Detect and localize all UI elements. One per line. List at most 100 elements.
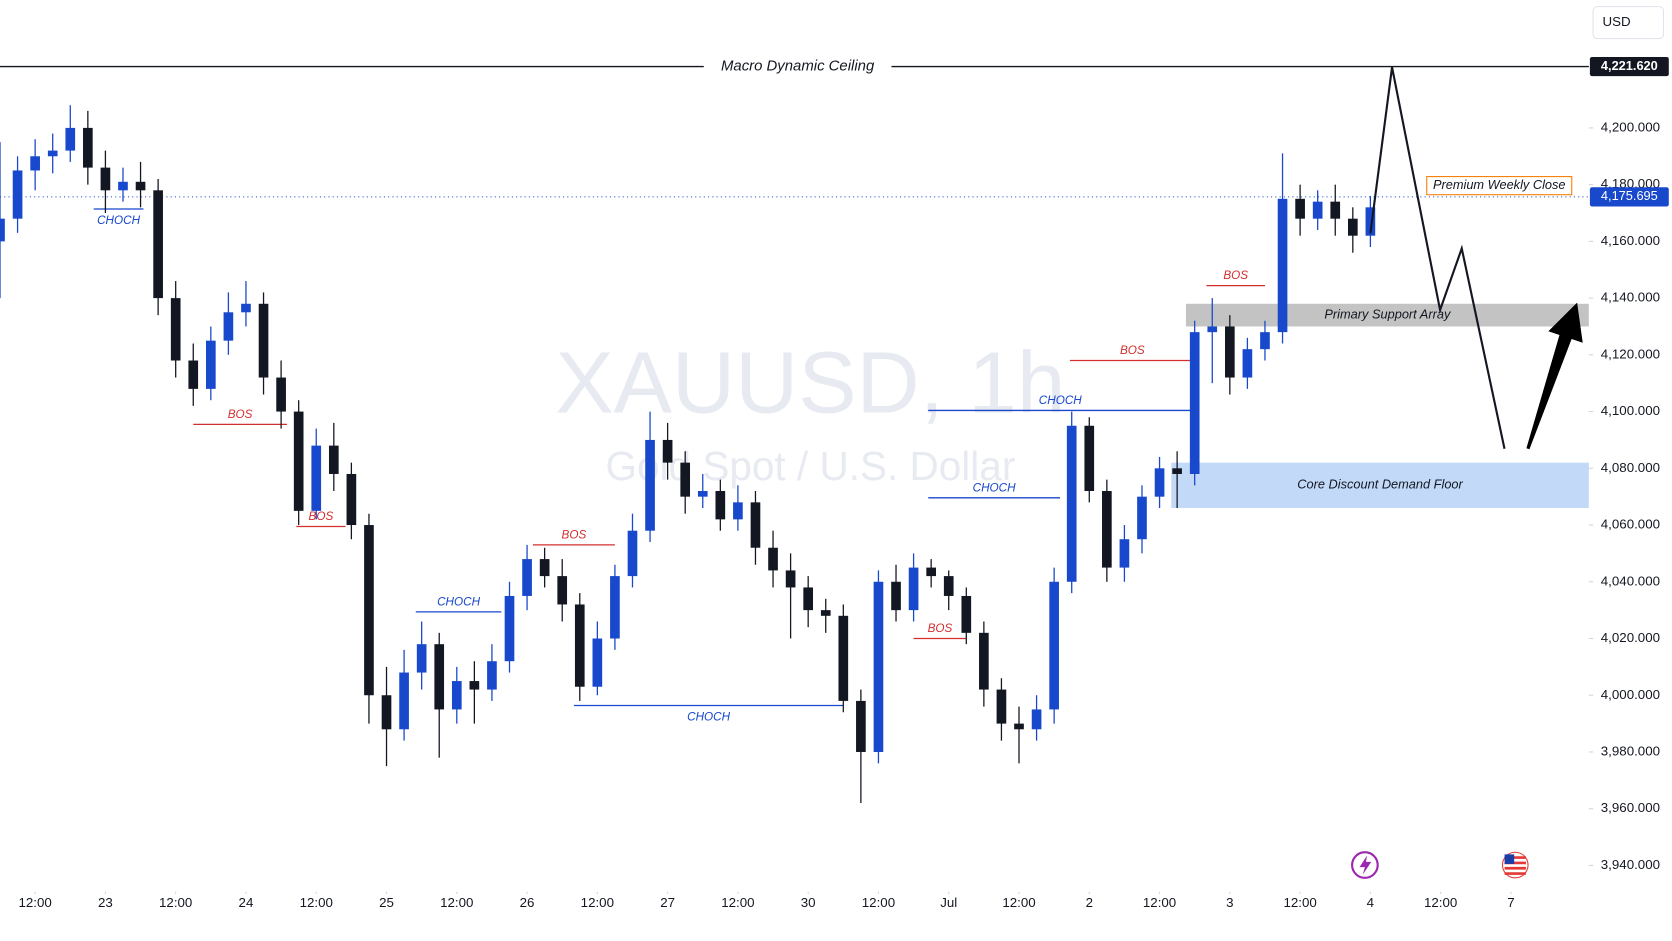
event-icon[interactable]	[1351, 851, 1379, 879]
candle-body	[276, 377, 286, 412]
y-tick-label: 3,940.000	[1601, 857, 1660, 872]
y-tick-label: 4,100.000	[1601, 403, 1660, 418]
ceiling-badge-label: 4,221.620	[1601, 58, 1658, 73]
candle-body	[1031, 709, 1042, 730]
structure-label: CHOCH	[1039, 394, 1083, 407]
x-tick-label: 12:00	[1002, 895, 1035, 910]
candle-body	[364, 525, 374, 696]
candle-body	[522, 559, 532, 596]
x-tick-label: 23	[98, 895, 113, 910]
y-tick-label: 4,160.000	[1601, 233, 1660, 248]
y-tick-label: 4,060.000	[1601, 517, 1660, 532]
flag-canton	[1504, 854, 1515, 864]
candle-body	[1260, 332, 1270, 350]
candle-body	[170, 298, 181, 361]
candle-body	[1312, 201, 1323, 219]
candle-body	[223, 312, 234, 341]
flag-stripes	[1504, 856, 1526, 875]
y-tick-label: 4,200.000	[1601, 119, 1660, 134]
x-tick-label: 24	[239, 895, 254, 910]
candle-body	[83, 127, 93, 168]
x-tick-label: 2	[1086, 895, 1093, 910]
candle-body	[733, 502, 743, 520]
x-tick-label: 12:00	[1424, 895, 1457, 910]
candle-body	[557, 576, 568, 605]
x-tick-label: 7	[1507, 895, 1514, 910]
candle-body	[750, 502, 761, 548]
candle-body	[346, 473, 357, 526]
ceiling-label-bg	[703, 55, 892, 78]
y-tick-label: 3,960.000	[1601, 800, 1660, 815]
candle-body	[1347, 218, 1358, 236]
candle-body	[1049, 581, 1059, 710]
candle-body	[1242, 349, 1253, 378]
y-tick-label: 4,000.000	[1601, 687, 1660, 702]
watermark-description: Gold Spot / U.S. Dollar	[605, 443, 1015, 489]
plot: 3,940.000 3,960.000 3,980.000 4,000.000 4,02…	[0, 55, 1669, 910]
candle-body	[1137, 496, 1147, 540]
currency-box[interactable]	[1592, 6, 1665, 40]
candle-body	[205, 340, 216, 389]
candle-body	[451, 681, 462, 710]
x-tick-label: 25	[379, 895, 394, 910]
candle-body	[662, 439, 673, 463]
x-tick-label: 12:00	[440, 895, 473, 910]
candle-body	[311, 445, 322, 511]
structure-label: CHOCH	[97, 214, 141, 227]
candle-body	[1154, 468, 1165, 497]
x-tick-label: Jul	[940, 895, 957, 910]
candle-body	[153, 190, 163, 299]
structure-label: CHOCH	[687, 710, 731, 723]
flag-icon[interactable]	[1501, 851, 1529, 879]
candle-body	[803, 587, 814, 611]
candle-body	[1172, 468, 1182, 474]
candle-body	[539, 559, 550, 577]
candle-body	[1119, 539, 1130, 568]
structure-label: CHOCH	[437, 595, 481, 608]
structure-label: BOS	[1223, 269, 1248, 282]
structure-label: CHOCH	[973, 481, 1017, 494]
candle-body	[328, 445, 339, 474]
y-tick-label: 4,140.000	[1601, 290, 1660, 305]
y-tick-label: 3,980.000	[1601, 743, 1660, 758]
candle-body	[135, 181, 146, 191]
candle-body	[838, 615, 849, 701]
x-tick-label: 12:00	[581, 895, 614, 910]
x-tick-label: 30	[801, 895, 816, 910]
projection-path	[1369, 66, 1506, 449]
candle-body	[820, 610, 831, 616]
candle-body	[785, 570, 796, 588]
candle-body	[1277, 198, 1288, 333]
candle-body	[1225, 326, 1235, 378]
candle-body	[100, 167, 111, 191]
candle-body	[12, 170, 23, 219]
x-tick-label: 12:00	[1283, 895, 1316, 910]
x-tick-label: 4	[1367, 895, 1375, 910]
x-tick-label: 26	[520, 895, 535, 910]
candle-body	[65, 127, 76, 151]
y-tick-label: 4,040.000	[1601, 573, 1660, 588]
candle-body	[399, 672, 409, 730]
candle-body	[1014, 723, 1024, 730]
candle-body	[258, 303, 269, 378]
candle-body	[1365, 207, 1376, 236]
candle-body	[293, 411, 304, 511]
candle-body	[768, 547, 778, 571]
candle-body	[891, 581, 901, 611]
candle-body	[610, 576, 620, 639]
candle-body	[1066, 425, 1077, 582]
candle-body	[1189, 332, 1200, 474]
candle-body	[416, 644, 427, 673]
zone-label: Core Discount Demand Floor	[1297, 477, 1463, 492]
candle-body	[873, 581, 884, 752]
candle-body	[469, 681, 480, 690]
candle-body	[1330, 201, 1341, 219]
candle-body	[241, 303, 251, 313]
candle-body	[381, 695, 392, 730]
projection-arrow	[1526, 302, 1583, 450]
ceiling-badge	[1589, 56, 1669, 77]
candle-body	[1102, 490, 1112, 568]
weekly-close-box	[1426, 176, 1573, 196]
structure-label: BOS	[309, 510, 334, 523]
